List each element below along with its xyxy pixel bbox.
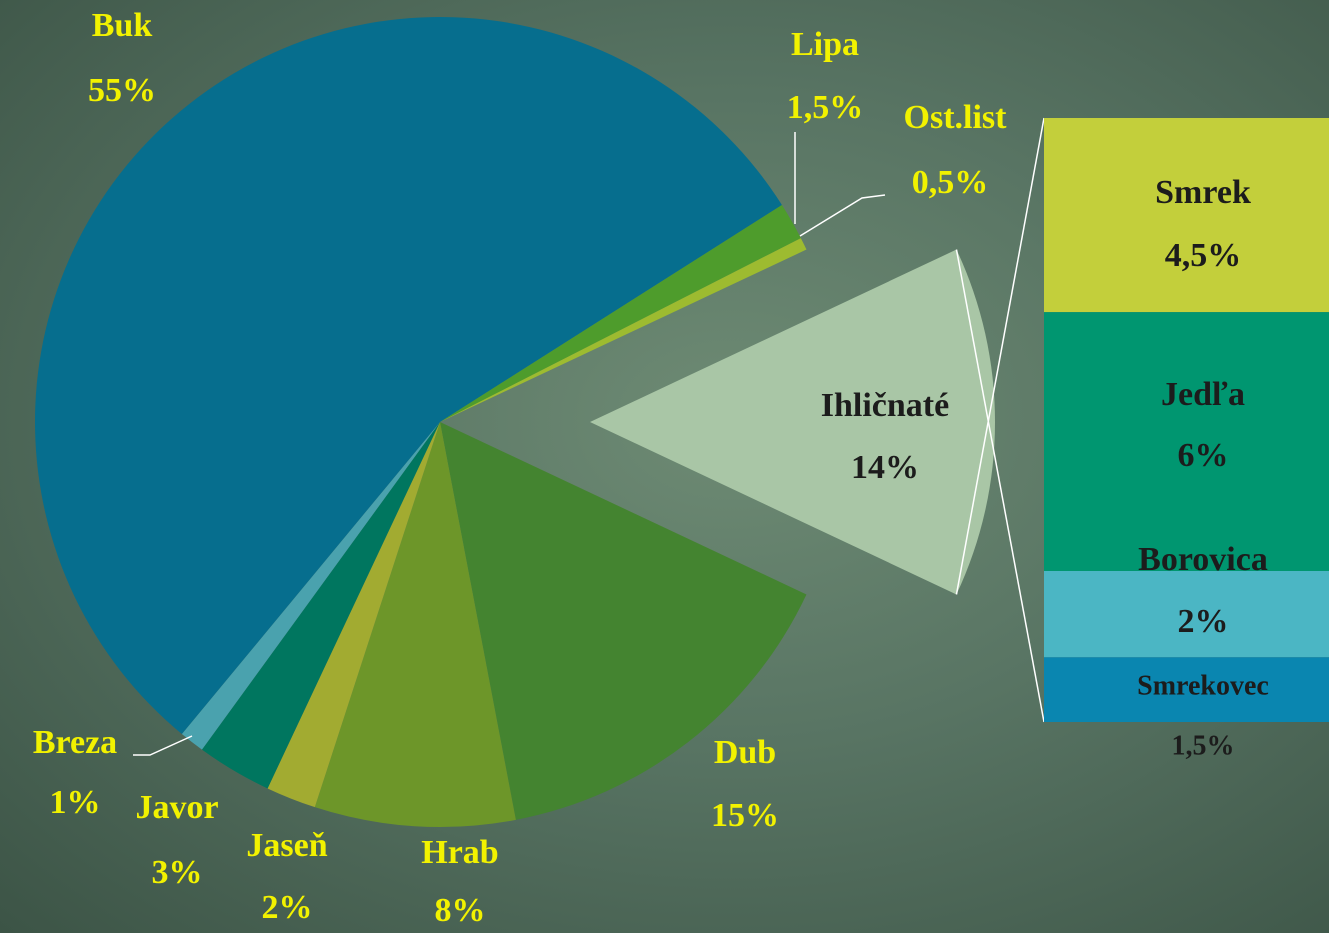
pie-slice [181,422,441,750]
slice-value: 1,5% [787,89,864,126]
slice-label: Hrab [421,834,498,871]
bar-segment [1044,571,1329,658]
pie-slice [440,422,807,820]
pie-slice [35,17,782,735]
slice-value: 14% [851,449,919,486]
pie-slice [590,249,995,595]
slice-label: Ihličnaté [821,387,949,424]
slice-value: 1% [50,784,101,821]
slice-label: Lipa [791,26,859,63]
slice-value: 55% [88,72,156,109]
bar-label: Smrek [1155,174,1251,211]
pie-slice [267,422,440,808]
slice-label: Javor [135,789,218,826]
pie-slice [201,422,440,789]
pie-slice [440,204,801,422]
slice-value: 3% [152,854,203,891]
pie-slice [314,422,516,828]
bar-value: 1,5% [1172,730,1235,761]
slice-label: Dub [714,734,776,771]
slice-label: Breza [33,724,117,761]
slice-label: Jaseň [246,827,327,864]
slice-value: 2% [262,889,313,926]
bar-label: Borovica [1138,541,1268,578]
slice-label: Buk [92,7,153,44]
bar-segment [1044,312,1329,571]
slice-label: Ost.list [904,99,1008,136]
bar-label: Smrekovec [1137,670,1269,701]
leader-line [133,735,193,756]
bar-segment [1044,657,1329,722]
bar-value: 6% [1178,437,1229,474]
leader-line [799,194,886,237]
slice-value: 8% [435,892,486,929]
slice-value: 0,5% [912,164,989,201]
bar-segment [1044,118,1329,313]
pie-slice [440,238,807,422]
bar-value: 2% [1178,603,1229,640]
bar-value: 4,5% [1165,237,1242,274]
connector [955,249,1045,723]
slice-value: 15% [711,797,779,834]
bar-label: Jedľa [1161,376,1245,413]
connector [955,117,1045,595]
